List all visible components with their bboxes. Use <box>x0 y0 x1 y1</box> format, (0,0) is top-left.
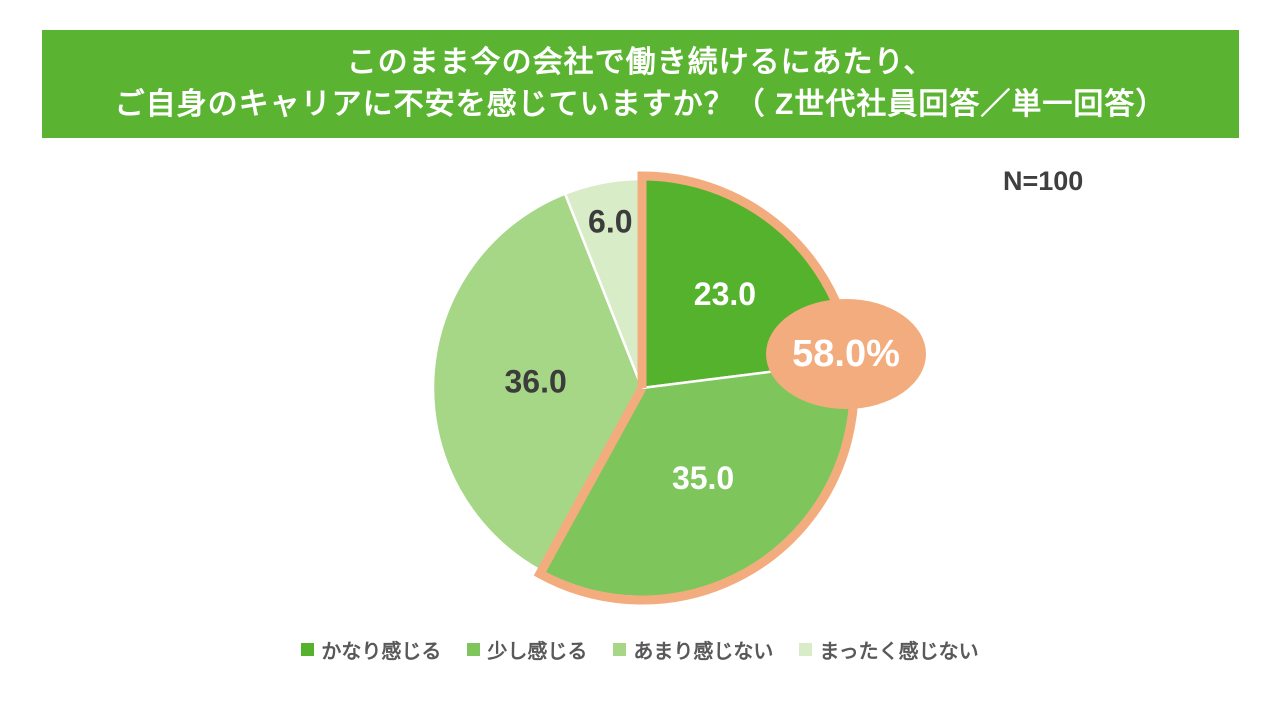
legend-item-2: あまり感じない <box>613 635 773 664</box>
legend-label-1: 少し感じる <box>487 640 588 663</box>
legend-item-1: 少し感じる <box>467 635 587 664</box>
legend-item-3: まったく感じない <box>799 635 979 664</box>
chart-title-banner: このまま今の会社で働き続けるにあたり、 ご自身のキャリアに不安を感じていますか？… <box>42 30 1239 138</box>
callout-label: 58.0% <box>792 333 900 375</box>
sample-size-label: N=100 <box>1003 166 1084 196</box>
pie-data-label-0: 23.0 <box>694 276 756 312</box>
pie-data-label-2: 36.0 <box>504 363 566 399</box>
callout-ellipse <box>766 299 926 409</box>
legend-swatch-0 <box>301 642 315 656</box>
chart-title-line2: ご自身のキャリアに不安を感じていますか？（ Z世代社員回答／単一回答） <box>114 88 1167 121</box>
pie-data-label-3: 6.0 <box>588 204 632 240</box>
legend-swatch-2 <box>613 642 627 656</box>
highlight-outline <box>533 171 859 605</box>
legend-label-3: まったく感じない <box>819 640 979 663</box>
legend-item-0: かなり感じる <box>301 635 441 664</box>
legend-swatch-3 <box>799 642 813 656</box>
chart-legend: かなり感じる 少し感じる あまり感じない まったく感じない <box>0 634 1280 664</box>
legend-label-2: あまり感じない <box>633 640 774 663</box>
pie-data-label-1: 35.0 <box>672 460 734 496</box>
legend-label-0: かなり感じる <box>321 640 442 663</box>
chart-title-line1: このまま今の会社で働き続けるにあたり、 <box>346 46 935 79</box>
legend-swatch-1 <box>467 642 481 656</box>
